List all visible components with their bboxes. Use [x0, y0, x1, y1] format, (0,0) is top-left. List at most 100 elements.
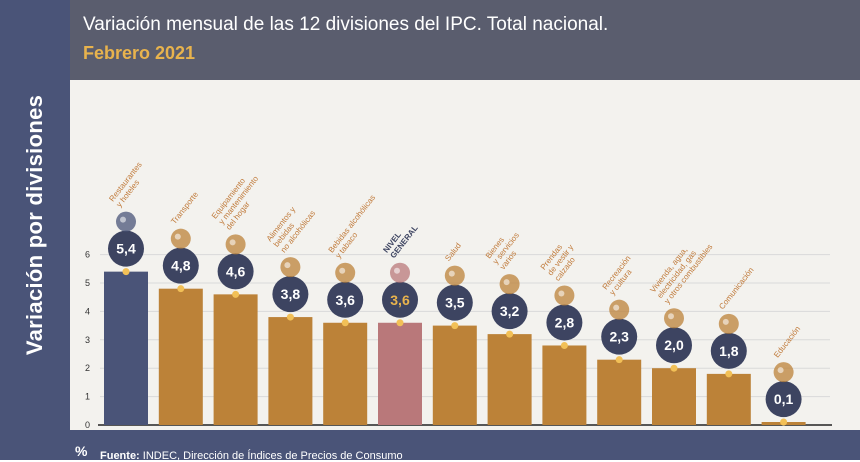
- book-icon-shape: [773, 362, 794, 383]
- category-label-line: Comunicación: [717, 266, 755, 311]
- tshirt-icon-detail: [558, 290, 565, 297]
- health-cross-icon-detail: [448, 270, 455, 277]
- food-basket-icon: [280, 257, 301, 278]
- data-label: 5,4: [116, 241, 136, 257]
- category-label-group: Alimentos ybebidasno alcohólicas: [265, 205, 317, 254]
- bar-top-dot: [560, 341, 568, 349]
- category-label-line: Educación: [772, 324, 802, 359]
- value-badge: [382, 281, 418, 318]
- bar: [432, 325, 477, 425]
- bar-top-dot: [506, 330, 514, 338]
- y-tick-label: 5: [85, 278, 90, 288]
- category-label-group: Recreacióny cultura: [601, 254, 640, 297]
- bar-top-dot: [232, 290, 240, 298]
- value-badge: [656, 327, 692, 364]
- source-note: Fuente: INDEC, Dirección de Índices de P…: [100, 450, 403, 462]
- bar: [268, 317, 313, 425]
- restaurant-icon-detail: [120, 216, 126, 223]
- sidebar-panel: Variación por divisiones: [0, 0, 70, 460]
- value-badge: [765, 381, 802, 418]
- bottle-icon-detail: [339, 267, 346, 274]
- food-basket-icon-detail: [284, 262, 291, 269]
- unit-label: %: [75, 443, 88, 459]
- category-label-group: Equipamientoy mantenimientodel hogar: [210, 168, 268, 232]
- bar: [706, 373, 751, 425]
- y-tick-label: 0: [85, 420, 90, 430]
- category-label-group: Prendasde vestir ycalzado: [539, 237, 583, 283]
- data-label: 0,1: [774, 391, 794, 407]
- category-label-group: Bebidas alcohólicasy tabaco: [327, 193, 378, 260]
- shopping-basket-icon: [390, 262, 410, 283]
- data-label: 2,3: [609, 329, 629, 345]
- value-badge: [491, 293, 528, 330]
- health-cross-icon-shape: [444, 265, 465, 286]
- category-label: Prendasde vestir ycalzado: [539, 237, 583, 282]
- bar: [378, 322, 422, 425]
- shopping-basket-icon-detail: [394, 267, 400, 274]
- category-label: Equipamientoy mantenimientodel hogar: [210, 168, 268, 231]
- car-icon-shape: [170, 228, 191, 249]
- value-badge: [108, 230, 144, 267]
- book-icon-detail: [777, 367, 784, 374]
- mobile-phone-icon: [718, 313, 739, 334]
- plot-area: 0 1 2 3 4 5 6 5,4 Restaurantesy hoteles 4,8 Transp…: [70, 80, 860, 430]
- washing-machine-icon-detail: [229, 239, 236, 246]
- data-label: 3,5: [445, 295, 465, 311]
- source-text: INDEC, Dirección de Índices de Precios d…: [139, 450, 403, 462]
- category-label: Bienesy serviciosvarios: [484, 225, 528, 271]
- y-tick-label: 1: [85, 392, 90, 402]
- category-label-group: Vivienda, agua,electricidad, gasy otros …: [648, 231, 714, 305]
- y-tick-label: 4: [85, 306, 90, 316]
- category-label: Transporte: [169, 190, 200, 226]
- bar-top-dot: [725, 370, 733, 378]
- bar: [158, 288, 203, 425]
- chart-footer: % Fuente: INDEC, Dirección de Índices de…: [70, 430, 860, 462]
- bar-top-dot: [122, 268, 130, 276]
- bar: [323, 322, 368, 425]
- value-badge: [546, 304, 583, 341]
- washing-machine-icon: [225, 234, 246, 255]
- tshirt-icon: [554, 285, 575, 306]
- bar-top-dot: [615, 356, 623, 364]
- bar: [597, 359, 642, 425]
- category-label-group: Bienesy serviciosvarios: [484, 225, 528, 272]
- bar-top-dot: [451, 322, 459, 330]
- bar-top-dot: [396, 319, 404, 327]
- restaurant-icon: [116, 211, 136, 232]
- category-label-group: Educación: [772, 324, 802, 359]
- category-label-group: Comunicación: [717, 266, 755, 311]
- bar-top-dot: [780, 418, 788, 426]
- category-label-group: Transporte: [169, 190, 200, 226]
- restaurant-icon-shape: [116, 211, 136, 232]
- sun-icon: [609, 299, 630, 320]
- category-label: NIVELGENERAL: [381, 218, 419, 260]
- category-label-group: Restaurantesy hoteles: [107, 160, 143, 209]
- data-label: 4,6: [226, 263, 246, 279]
- bottle-icon-shape: [335, 262, 356, 283]
- value-badge: [272, 276, 309, 313]
- house-tools-icon: [664, 308, 684, 329]
- book-icon: [773, 362, 794, 383]
- data-label: 3,8: [281, 286, 301, 302]
- value-badge: [601, 318, 638, 355]
- category-label-line: Salud: [443, 241, 463, 263]
- bar-top-dot: [286, 313, 294, 321]
- category-label: Recreacióny cultura: [601, 254, 640, 297]
- health-cross-icon: [444, 265, 465, 286]
- scissors-icon-shape: [499, 274, 520, 295]
- data-label: 3,6: [390, 292, 410, 308]
- source-label: Fuente:: [100, 450, 140, 462]
- bar: [542, 345, 587, 425]
- scissors-icon-detail: [503, 279, 510, 286]
- sun-icon-shape: [609, 299, 630, 320]
- category-label-group: Salud: [443, 241, 463, 263]
- chart-subtitle: Febrero 2021: [83, 43, 196, 63]
- category-label: Comunicación: [717, 266, 755, 311]
- bar: [487, 334, 532, 425]
- bar: [213, 294, 258, 425]
- category-label: Vivienda, agua,electricidad, gasy otros …: [648, 231, 714, 305]
- value-badge: [217, 253, 254, 290]
- shopping-basket-icon-shape: [390, 262, 410, 283]
- bar-chart: 0 1 2 3 4 5 6 5,4 Restaurantesy hoteles 4,8 Transp…: [85, 160, 832, 430]
- bar-top-dot: [341, 319, 349, 327]
